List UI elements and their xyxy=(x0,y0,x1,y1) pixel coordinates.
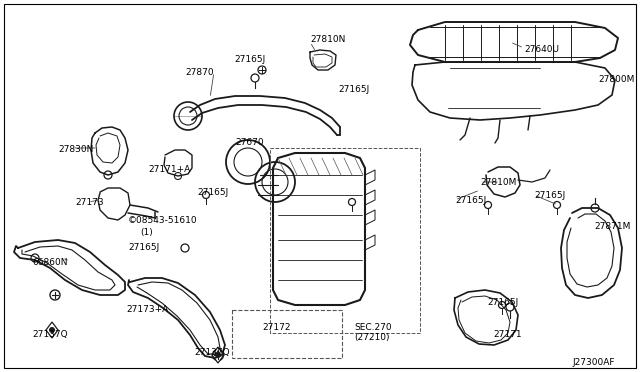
Text: 27165J: 27165J xyxy=(234,55,265,64)
Text: 27137Q: 27137Q xyxy=(32,330,68,339)
Text: J27300AF: J27300AF xyxy=(572,358,614,367)
Bar xyxy=(232,310,342,358)
Text: (27210): (27210) xyxy=(354,333,390,342)
Polygon shape xyxy=(212,347,224,363)
Text: 27137Q: 27137Q xyxy=(194,348,230,357)
Polygon shape xyxy=(46,322,58,338)
Text: 27171: 27171 xyxy=(493,330,522,339)
Circle shape xyxy=(49,327,54,333)
Text: 27165J: 27165J xyxy=(534,191,565,200)
Text: 27830N: 27830N xyxy=(58,145,93,154)
Text: 27810M: 27810M xyxy=(480,178,516,187)
Text: ©08543-51610: ©08543-51610 xyxy=(128,216,198,225)
Text: 27871M: 27871M xyxy=(594,222,630,231)
Bar xyxy=(270,148,420,333)
Text: 27165J: 27165J xyxy=(197,188,228,197)
Text: 27173+A: 27173+A xyxy=(126,305,168,314)
Text: 27165J: 27165J xyxy=(128,243,159,252)
Text: 27640U: 27640U xyxy=(524,45,559,54)
Text: 27800M: 27800M xyxy=(598,75,634,84)
Text: 27165J: 27165J xyxy=(455,196,486,205)
Text: 27670: 27670 xyxy=(235,138,264,147)
Circle shape xyxy=(216,353,221,357)
Text: 27165J: 27165J xyxy=(487,298,518,307)
Text: SEC.270: SEC.270 xyxy=(354,323,392,332)
Text: 27171+A: 27171+A xyxy=(148,165,190,174)
Text: 27172: 27172 xyxy=(262,323,291,332)
Text: 27810N: 27810N xyxy=(310,35,346,44)
Text: 66860N: 66860N xyxy=(32,258,67,267)
Text: 27165J: 27165J xyxy=(338,85,369,94)
Text: (1): (1) xyxy=(140,228,153,237)
Text: 27870: 27870 xyxy=(185,68,214,77)
Text: 27173: 27173 xyxy=(75,198,104,207)
